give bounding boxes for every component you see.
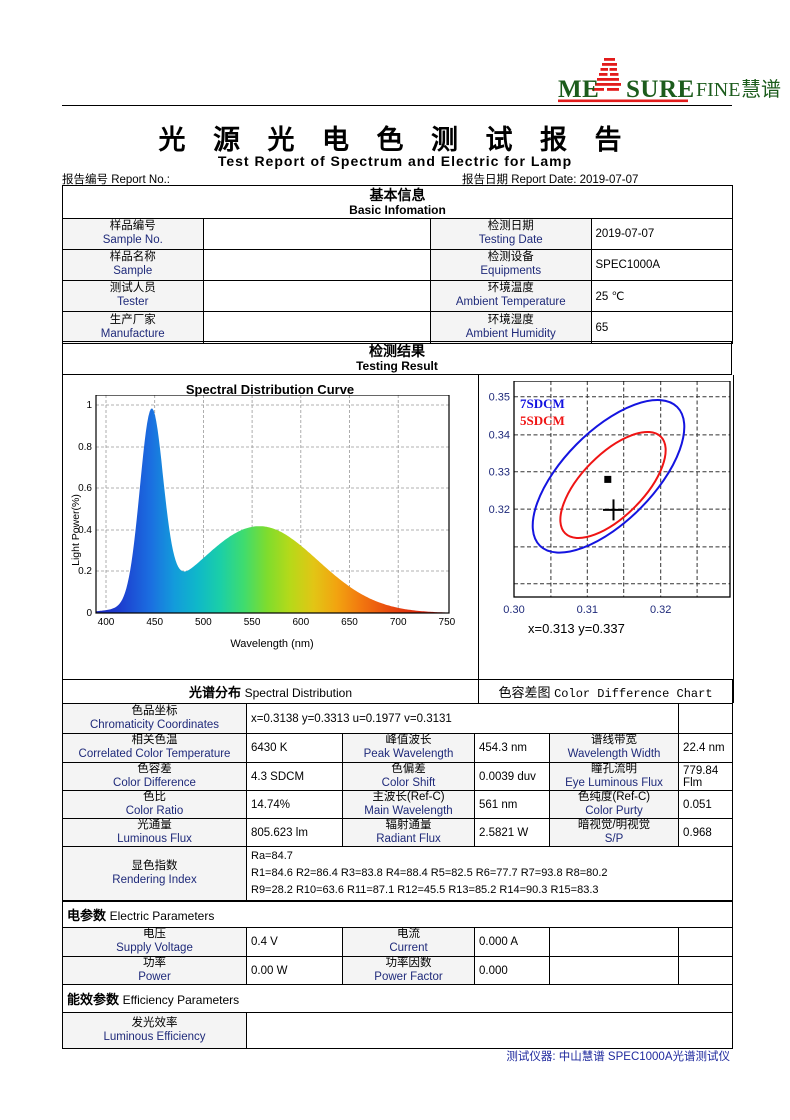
svg-text:0.34: 0.34 bbox=[489, 430, 510, 442]
svg-text:0.30: 0.30 bbox=[503, 604, 524, 616]
svg-text:ME: ME bbox=[558, 76, 599, 103]
svg-text:0.2: 0.2 bbox=[78, 566, 92, 577]
svg-text:0.8: 0.8 bbox=[78, 442, 92, 453]
svg-text:450: 450 bbox=[146, 617, 163, 628]
svg-text:600: 600 bbox=[292, 617, 309, 628]
svg-text:0.31: 0.31 bbox=[577, 604, 598, 616]
svg-text:0.33: 0.33 bbox=[489, 467, 510, 479]
svg-text:750: 750 bbox=[439, 617, 456, 628]
svg-text:5SDCM: 5SDCM bbox=[520, 413, 565, 428]
svg-text:400: 400 bbox=[98, 617, 115, 628]
svg-text:x=0.313 y=0.337: x=0.313 y=0.337 bbox=[528, 621, 625, 636]
svg-text:0.32: 0.32 bbox=[650, 604, 671, 616]
svg-text:650: 650 bbox=[341, 617, 358, 628]
svg-text:550: 550 bbox=[244, 617, 261, 628]
svg-text:SURE: SURE bbox=[626, 76, 695, 103]
svg-text:7SDCM: 7SDCM bbox=[520, 396, 565, 411]
svg-text:Wavelength (nm): Wavelength (nm) bbox=[230, 638, 313, 650]
svg-text:0.6: 0.6 bbox=[78, 483, 92, 494]
svg-text:0: 0 bbox=[86, 608, 92, 619]
svg-text:1: 1 bbox=[86, 400, 92, 411]
svg-text:700: 700 bbox=[390, 617, 407, 628]
svg-text:慧谱: 慧谱 bbox=[741, 78, 781, 101]
svg-text:FINE: FINE bbox=[696, 79, 740, 101]
svg-text:0.32: 0.32 bbox=[489, 504, 510, 516]
svg-text:0.35: 0.35 bbox=[489, 392, 510, 404]
svg-text:500: 500 bbox=[195, 617, 212, 628]
svg-text:Light Power(%): Light Power(%) bbox=[70, 494, 82, 566]
